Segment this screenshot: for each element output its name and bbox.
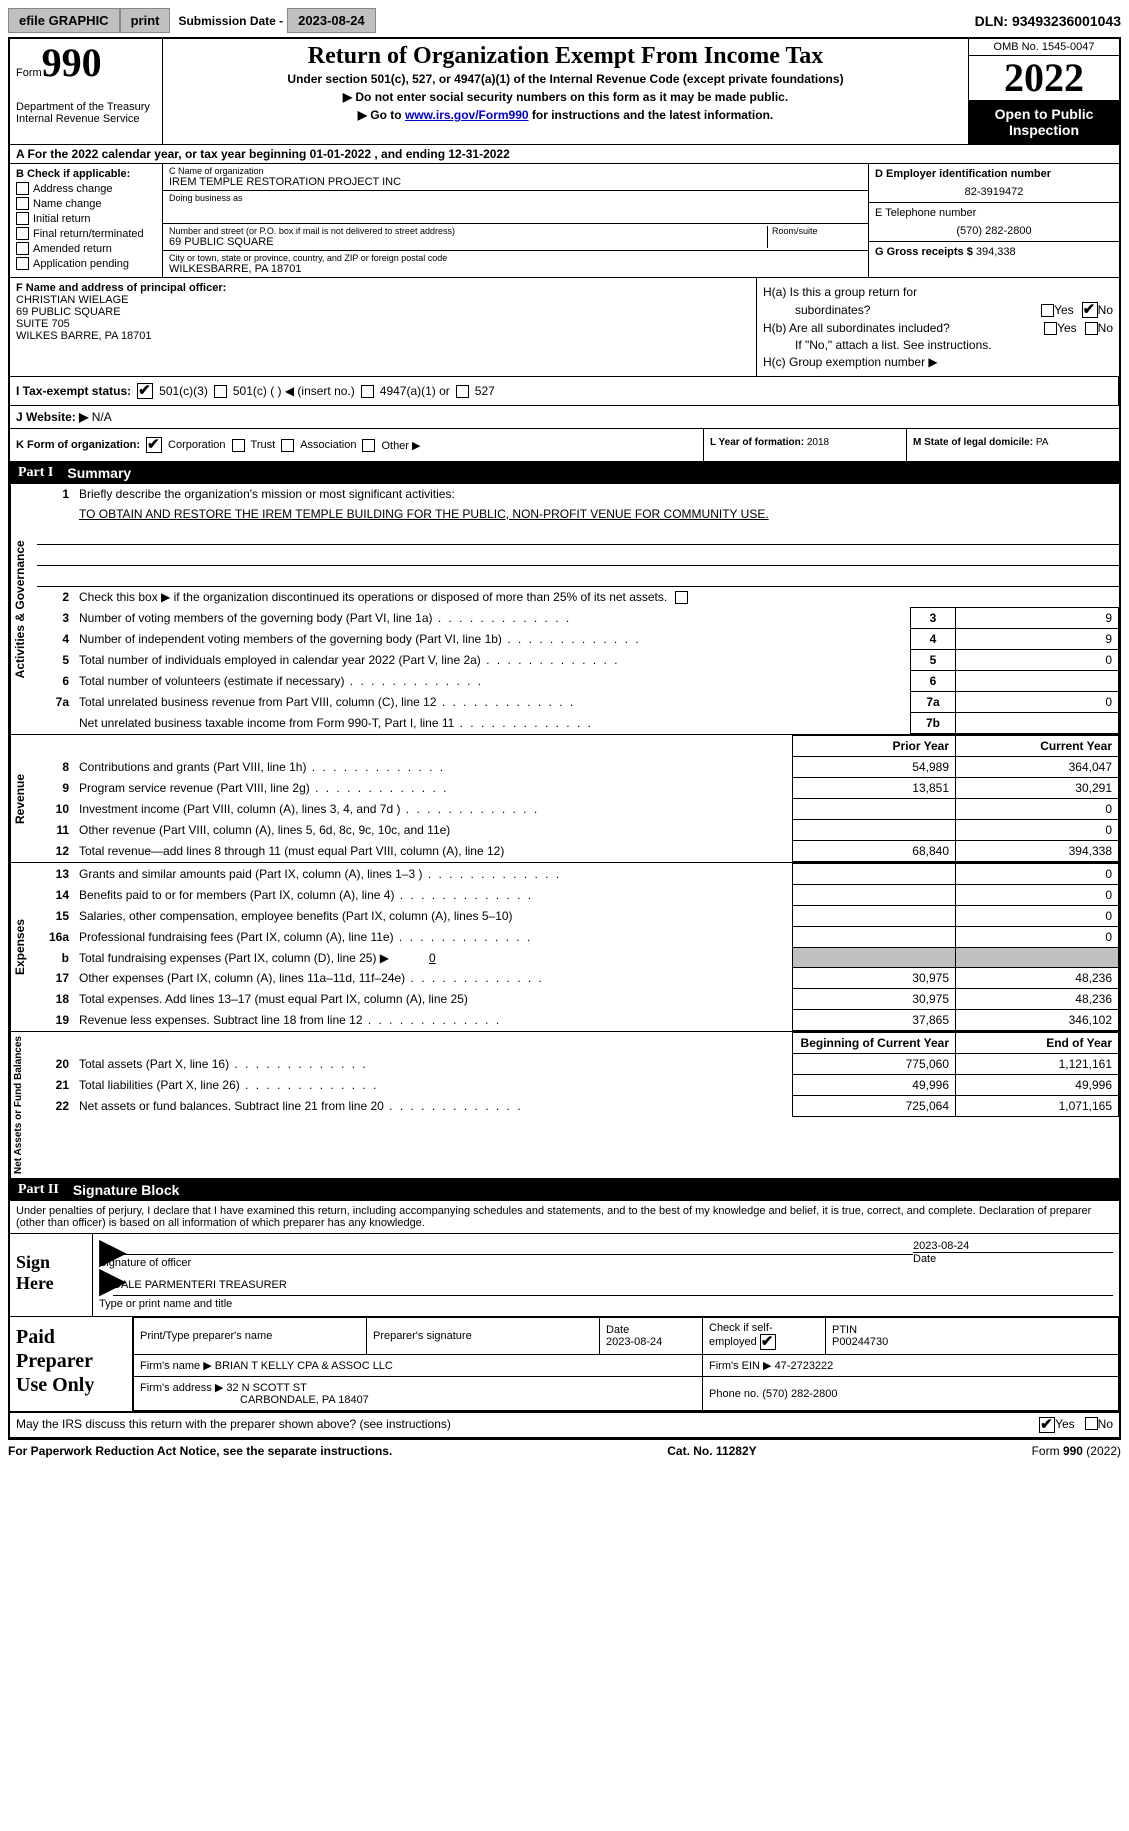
title-row: Form990 Department of the Treasury Inter… bbox=[10, 39, 1119, 145]
paid-preparer-block: Paid Preparer Use Only Print/Type prepar… bbox=[10, 1317, 1119, 1413]
tax-year: 2022 bbox=[969, 56, 1119, 100]
v4: 9 bbox=[956, 629, 1119, 650]
sign-block: Sign Here ▶ Signature of officer 2023-08… bbox=[10, 1233, 1119, 1317]
city: WILKESBARRE, PA 18701 bbox=[169, 263, 862, 275]
netassets-section: Net Assets or Fund Balances Beginning of… bbox=[10, 1032, 1119, 1179]
box-l: L Year of formation: 2018 bbox=[703, 429, 906, 461]
footer-right: Form 990 (2022) bbox=[1032, 1444, 1121, 1458]
form-container: Form990 Department of the Treasury Inter… bbox=[8, 37, 1121, 1440]
org-name: IREM TEMPLE RESTORATION PROJECT INC bbox=[169, 176, 862, 188]
print-button[interactable]: print bbox=[120, 8, 171, 33]
title-mid: Return of Organization Exempt From Incom… bbox=[163, 39, 968, 144]
topbar: efile GRAPHIC print Submission Date - 20… bbox=[8, 8, 1121, 33]
open-inspection: Open to Public Inspection bbox=[969, 100, 1119, 144]
paid-label: Paid Preparer Use Only bbox=[10, 1317, 133, 1411]
v3: 9 bbox=[956, 608, 1119, 629]
self-employed-check[interactable] bbox=[760, 1334, 776, 1350]
check-amended[interactable] bbox=[16, 242, 29, 255]
discuss-no[interactable] bbox=[1085, 1417, 1098, 1430]
sign-date: 2023-08-24 bbox=[913, 1240, 1113, 1253]
efile-button[interactable]: efile GRAPHIC bbox=[8, 8, 120, 33]
check-pending[interactable] bbox=[16, 257, 29, 270]
omb: OMB No. 1545-0047 bbox=[969, 39, 1119, 56]
expenses-side: Expenses bbox=[10, 863, 37, 1031]
box-c: C Name of organization IREM TEMPLE RESTO… bbox=[163, 164, 868, 277]
footer-mid: Cat. No. 11282Y bbox=[667, 1444, 756, 1458]
check-final[interactable] bbox=[16, 227, 29, 240]
v7a: 0 bbox=[956, 692, 1119, 713]
discuss-yes[interactable] bbox=[1039, 1417, 1055, 1433]
governance-section: Activities & Governance 1Briefly describ… bbox=[10, 484, 1119, 735]
firm-addr: 32 N SCOTT ST bbox=[226, 1382, 306, 1394]
part2-header: Part II Signature Block bbox=[10, 1179, 1119, 1201]
k-assoc[interactable] bbox=[281, 439, 294, 452]
part1-header: Part I Summary bbox=[10, 462, 1119, 484]
box-m: M State of legal domicile: PA bbox=[906, 429, 1119, 461]
signer-name: DALE PARMENTERI TREASURER bbox=[113, 1279, 287, 1291]
hb-no[interactable] bbox=[1085, 322, 1098, 335]
period-row: A For the 2022 calendar year, or tax yea… bbox=[10, 145, 1119, 164]
netassets-side: Net Assets or Fund Balances bbox=[10, 1032, 37, 1178]
v7b bbox=[956, 713, 1119, 734]
dept-label: Department of the Treasury Internal Reve… bbox=[16, 101, 156, 125]
k-other[interactable] bbox=[362, 439, 375, 452]
status-527[interactable] bbox=[456, 385, 469, 398]
form-number-box: Form990 Department of the Treasury Inter… bbox=[10, 39, 163, 144]
footer-left: For Paperwork Reduction Act Notice, see … bbox=[8, 1444, 392, 1458]
street: 69 PUBLIC SQUARE bbox=[169, 236, 767, 248]
section-fh: F Name and address of principal officer:… bbox=[10, 278, 1119, 377]
check-initial[interactable] bbox=[16, 212, 29, 225]
section-j: J Website: ▶ N/A bbox=[10, 406, 1119, 429]
governance-side: Activities & Governance bbox=[10, 484, 37, 734]
firm-ein: 47-2723222 bbox=[775, 1360, 834, 1372]
box-k: K Form of organization: Corporation Trus… bbox=[10, 429, 703, 461]
note-link: Go to www.irs.gov/Form990 for instructio… bbox=[173, 108, 958, 122]
footer: For Paperwork Reduction Act Notice, see … bbox=[8, 1440, 1121, 1462]
year-box: OMB No. 1545-0047 2022 Open to Public In… bbox=[968, 39, 1119, 144]
note-ssn: Do not enter social security numbers on … bbox=[173, 90, 958, 104]
box-h: H(a) Is this a group return for subordin… bbox=[757, 278, 1119, 376]
k-corp[interactable] bbox=[146, 437, 162, 453]
website: N/A bbox=[92, 410, 112, 424]
submission-date: 2023-08-24 bbox=[287, 8, 376, 33]
mission: TO OBTAIN AND RESTORE THE IREM TEMPLE BU… bbox=[73, 504, 1119, 524]
discuss-row: May the IRS discuss this return with the… bbox=[10, 1413, 1119, 1438]
ein: 82-3919472 bbox=[875, 186, 1113, 198]
hb-yes[interactable] bbox=[1044, 322, 1057, 335]
ha-yes[interactable] bbox=[1041, 304, 1054, 317]
dln: DLN: 93493236001043 bbox=[975, 13, 1121, 29]
section-i: I Tax-exempt status: 501(c)(3) 501(c) ( … bbox=[10, 377, 1119, 406]
v6 bbox=[956, 671, 1119, 692]
phone: (570) 282-2800 bbox=[875, 225, 1113, 237]
submission-label: Submission Date - bbox=[178, 14, 283, 28]
penalties-text: Under penalties of perjury, I declare th… bbox=[10, 1201, 1119, 1233]
firm-phone: (570) 282-2800 bbox=[762, 1388, 837, 1400]
irs-link[interactable]: www.irs.gov/Form990 bbox=[405, 108, 529, 122]
form-title: Return of Organization Exempt From Incom… bbox=[173, 43, 958, 70]
firm-name: BRIAN T KELLY CPA & ASSOC LLC bbox=[215, 1360, 393, 1372]
revenue-section: Revenue Prior YearCurrent Year 8Contribu… bbox=[10, 735, 1119, 863]
paid-date: 2023-08-24 bbox=[606, 1336, 662, 1348]
k-trust[interactable] bbox=[232, 439, 245, 452]
status-4947[interactable] bbox=[361, 385, 374, 398]
check-addr[interactable] bbox=[16, 182, 29, 195]
revenue-side: Revenue bbox=[10, 735, 37, 862]
status-501c3[interactable] bbox=[137, 383, 153, 399]
officer-name: CHRISTIAN WIELAGE bbox=[16, 294, 750, 306]
v5: 0 bbox=[956, 650, 1119, 671]
ptin: P00244730 bbox=[832, 1336, 888, 1348]
ha-no[interactable] bbox=[1082, 302, 1098, 318]
box-d: D Employer identification number 82-3919… bbox=[868, 164, 1119, 277]
box-f: F Name and address of principal officer:… bbox=[10, 278, 757, 376]
section-bcd: B Check if applicable: Address change Na… bbox=[10, 164, 1119, 278]
status-501c[interactable] bbox=[214, 385, 227, 398]
section-klm: K Form of organization: Corporation Trus… bbox=[10, 429, 1119, 462]
gross-receipts: 394,338 bbox=[976, 246, 1016, 258]
form-subtitle: Under section 501(c), 527, or 4947(a)(1)… bbox=[173, 72, 958, 86]
expenses-section: Expenses 13Grants and similar amounts pa… bbox=[10, 863, 1119, 1032]
box-b: B Check if applicable: Address change Na… bbox=[10, 164, 163, 277]
sign-here-label: Sign Here bbox=[10, 1234, 93, 1316]
l2-check[interactable] bbox=[675, 591, 688, 604]
check-name[interactable] bbox=[16, 197, 29, 210]
